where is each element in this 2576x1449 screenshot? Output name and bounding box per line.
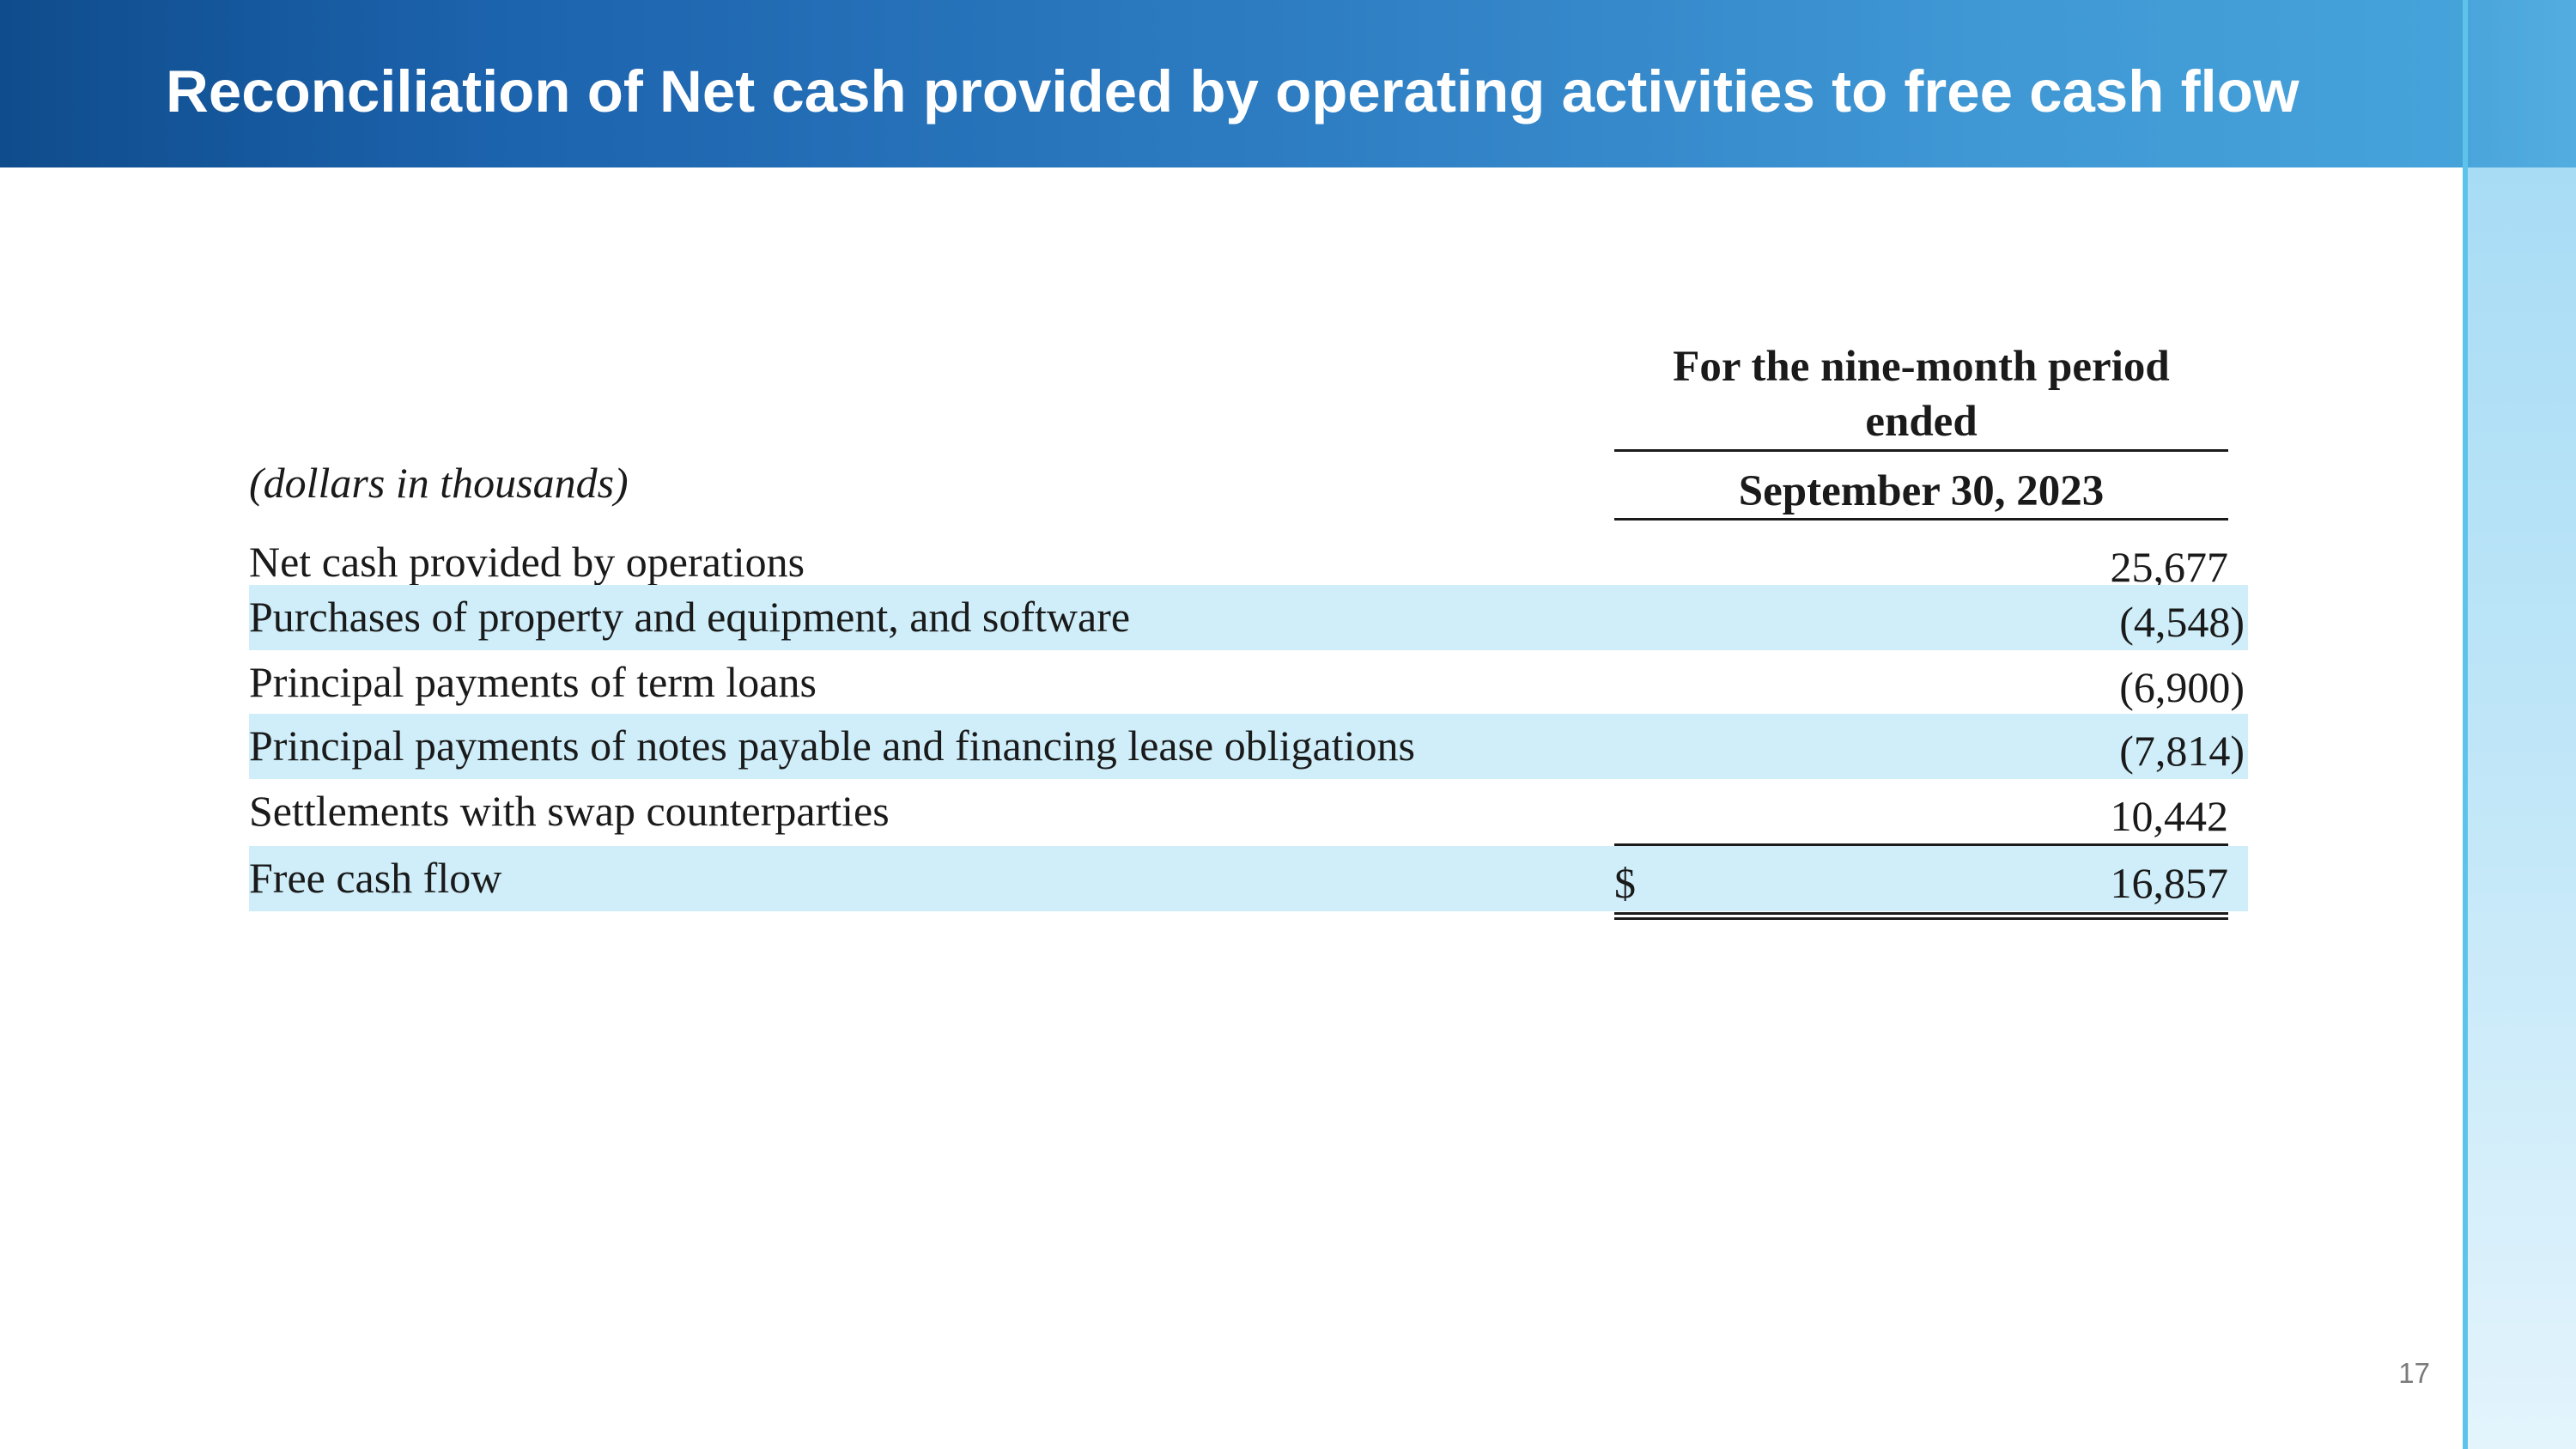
currency-symbol: $ xyxy=(1614,859,1636,907)
row-label: Principal payments of notes payable and … xyxy=(249,721,1415,770)
row-label: Settlements with swap counterparties xyxy=(249,787,890,835)
row-label: Principal payments of term loans xyxy=(249,658,817,706)
row-value: (4,548) xyxy=(2119,598,2245,646)
date-header-rule xyxy=(1614,518,2228,521)
row-value: 25,677 xyxy=(2110,543,2229,591)
column-date-header: September 30, 2023 xyxy=(1738,467,2105,515)
table-row: Principal payments of term loans (6,900) xyxy=(249,650,2248,715)
row-value: 16,857 xyxy=(2110,859,2229,907)
row-value: (6,900) xyxy=(2119,663,2245,711)
total-double-rule-bottom xyxy=(1614,917,2228,920)
units-label: (dollars in thousands) xyxy=(249,459,629,507)
table-row: Net cash provided by operations 25,677 xyxy=(249,530,2248,595)
subtotal-rule xyxy=(1614,843,2228,846)
column-header-rule xyxy=(1614,449,2228,452)
table-row-total: Free cash flow $ 16,857 xyxy=(249,846,2248,911)
row-label: Net cash provided by operations xyxy=(249,538,805,586)
title-bar xyxy=(0,0,2464,167)
row-value: (7,814) xyxy=(2119,727,2245,775)
page-number: 17 xyxy=(2398,1357,2430,1389)
table-row: Settlements with swap counterparties 10,… xyxy=(249,779,2248,844)
row-label: Free cash flow xyxy=(249,854,502,902)
right-rail-divider xyxy=(2463,0,2468,1449)
row-label: Purchases of property and equipment, and… xyxy=(249,593,1131,641)
title-bar-accent xyxy=(2468,0,2576,167)
table-row: Purchases of property and equipment, and… xyxy=(249,585,2248,650)
column-header: For the nine-month period ended xyxy=(1614,339,2228,452)
slide-title: Reconciliation of Net cash provided by o… xyxy=(166,58,2300,125)
table-row: Principal payments of notes payable and … xyxy=(249,714,2248,779)
row-value: 10,442 xyxy=(2110,792,2229,840)
column-header-line2: ended xyxy=(1865,398,1978,446)
total-double-rule-top xyxy=(1614,912,2228,915)
right-rail-decoration xyxy=(2468,167,2576,1449)
column-header-line1: For the nine-month period xyxy=(1673,343,2170,391)
